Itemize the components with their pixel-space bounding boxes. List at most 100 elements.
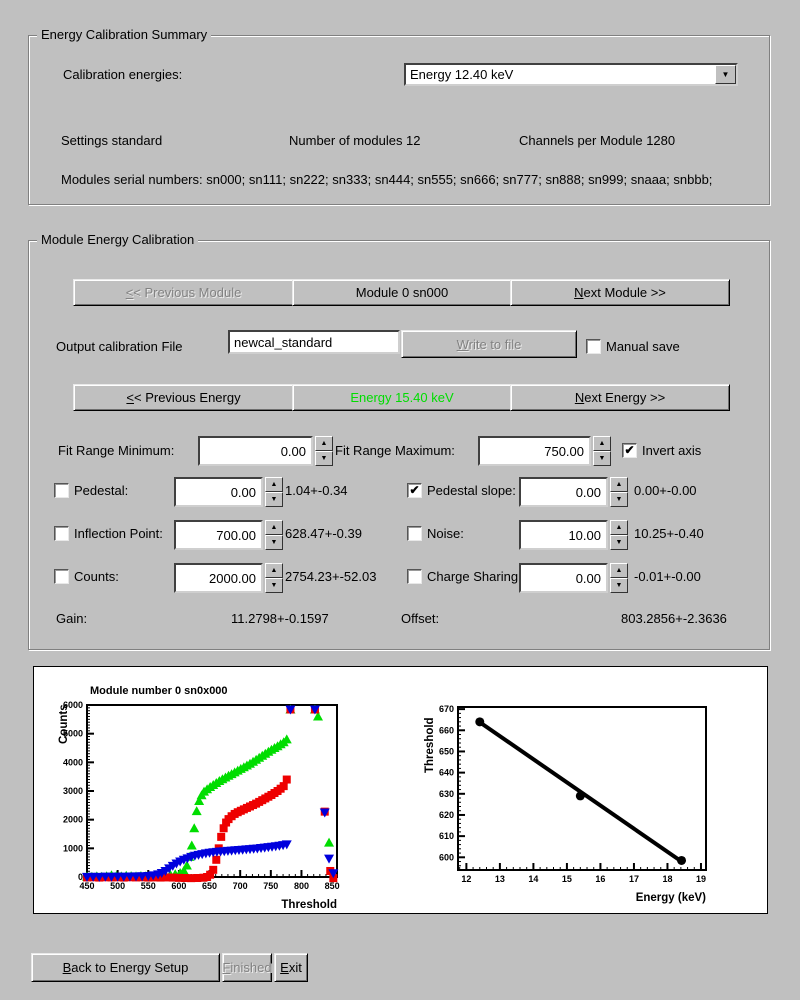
spin-down-icon[interactable]: ▼	[610, 535, 628, 550]
svg-text:700: 700	[233, 881, 248, 891]
fit-range-min-spinbox[interactable]: 0.00 ▲ ▼	[198, 436, 333, 466]
spin-down-icon[interactable]: ▼	[265, 492, 283, 507]
noise-spinbox[interactable]: 10.00 ▲ ▼	[519, 520, 628, 550]
spin-up-icon[interactable]: ▲	[315, 436, 333, 451]
calibration-energies-label: Calibration energies:	[63, 67, 183, 82]
spin-down-icon[interactable]: ▼	[593, 451, 611, 466]
svg-text:800: 800	[294, 881, 309, 891]
noise-result: 10.25+-0.40	[634, 526, 704, 541]
previous-module-button[interactable]: << Previous Module	[73, 279, 294, 306]
svg-text:19: 19	[696, 874, 706, 884]
svg-text:600: 600	[171, 881, 186, 891]
manual-save-checkbox[interactable]	[586, 339, 601, 354]
fit-range-min-label: Fit Range Minimum:	[58, 443, 175, 458]
finished-button[interactable]: Finished	[222, 953, 272, 982]
svg-text:550: 550	[141, 881, 156, 891]
calibration-energies-dropdown[interactable]: Energy 12.40 keV ▼	[404, 63, 738, 86]
counts-spinbox[interactable]: 2000.00 ▲ ▼	[174, 563, 283, 593]
spin-up-icon[interactable]: ▲	[610, 477, 628, 492]
noise-checkbox[interactable]	[407, 526, 422, 541]
next-module-button[interactable]: Next Module >>	[510, 279, 730, 306]
current-energy-button[interactable]: Energy 15.40 keV	[292, 384, 512, 411]
svg-text:1000: 1000	[63, 843, 83, 853]
invert-axis-checkbox[interactable]: ✔	[622, 443, 637, 458]
next-energy-button[interactable]: Next Energy >>	[510, 384, 730, 411]
pedestal-slope-spinbox[interactable]: 0.00 ▲ ▼	[519, 477, 628, 507]
spin-down-icon[interactable]: ▼	[315, 451, 333, 466]
invert-axis-label: Invert axis	[642, 443, 702, 458]
pedestal-value[interactable]: 0.00	[174, 477, 263, 507]
spin-up-icon[interactable]: ▲	[593, 436, 611, 451]
inflection-value[interactable]: 700.00	[174, 520, 263, 550]
charge-sharing-checkbox[interactable]	[407, 569, 422, 584]
spin-down-icon[interactable]: ▼	[610, 492, 628, 507]
output-file-label: Output calibration File	[56, 339, 183, 354]
pedestal-label: Pedestal:	[74, 483, 129, 498]
noise-label: Noise:	[427, 526, 464, 541]
svg-text:17: 17	[629, 874, 639, 884]
svg-text:18: 18	[662, 874, 672, 884]
spin-down-icon[interactable]: ▼	[610, 578, 628, 593]
module-serials-label: Modules serial numbers: sn000; sn111; sn…	[61, 172, 713, 187]
svg-text:670: 670	[439, 704, 454, 714]
exit-button[interactable]: Exit	[274, 953, 308, 982]
fit-range-max-value[interactable]: 750.00	[478, 436, 591, 466]
pedestal-slope-value[interactable]: 0.00	[519, 477, 608, 507]
offset-value: 803.2856+-2.3636	[621, 611, 727, 626]
counts-checkbox[interactable]	[54, 569, 69, 584]
dropdown-selected-value: Energy 12.40 keV	[410, 67, 514, 82]
offset-label: Offset:	[401, 611, 440, 626]
spin-up-icon[interactable]: ▲	[265, 477, 283, 492]
counts-value[interactable]: 2000.00	[174, 563, 263, 593]
inflection-result: 628.47+-0.39	[285, 526, 362, 541]
svg-text:14: 14	[528, 874, 538, 884]
svg-text:3000: 3000	[63, 786, 83, 796]
svg-text:12: 12	[461, 874, 471, 884]
spin-down-icon[interactable]: ▼	[265, 578, 283, 593]
inflection-spinbox[interactable]: 700.00 ▲ ▼	[174, 520, 283, 550]
current-module-button[interactable]: Module 0 sn000	[292, 279, 512, 306]
fit-range-min-value[interactable]: 0.00	[198, 436, 313, 466]
svg-text:640: 640	[439, 768, 454, 778]
pedestal-slope-label: Pedestal slope:	[427, 483, 516, 498]
spin-up-icon[interactable]: ▲	[265, 520, 283, 535]
svg-text:0: 0	[78, 872, 83, 882]
pedestal-spinbox[interactable]: 0.00 ▲ ▼	[174, 477, 283, 507]
settings-label: Settings standard	[61, 133, 163, 148]
group-title: Module Energy Calibration	[37, 232, 199, 247]
gain-label: Gain:	[56, 611, 88, 626]
counts-result: 2754.23+-52.03	[285, 569, 377, 584]
svg-text:610: 610	[439, 831, 454, 841]
counts-label: Counts:	[74, 569, 119, 584]
noise-value[interactable]: 10.00	[519, 520, 608, 550]
spin-up-icon[interactable]: ▲	[610, 520, 628, 535]
write-to-file-button[interactable]: Write to file	[401, 330, 577, 358]
pedestal-slope-checkbox[interactable]: ✔	[407, 483, 422, 498]
svg-text:Energy (keV): Energy (keV)	[636, 892, 706, 904]
dropdown-arrow-icon[interactable]: ▼	[715, 65, 736, 84]
module-energy-calibration-group: Module Energy Calibration << Previous Mo…	[28, 232, 770, 650]
back-to-energy-setup-button[interactable]: Back to Energy Setup	[31, 953, 220, 982]
svg-text:2000: 2000	[63, 815, 83, 825]
energy-calibration-summary-group: Energy Calibration Summary Calibration e…	[28, 27, 770, 205]
spin-down-icon[interactable]: ▼	[265, 535, 283, 550]
svg-text:15: 15	[562, 874, 572, 884]
svg-text:Threshold: Threshold	[281, 899, 337, 908]
group-title: Energy Calibration Summary	[37, 27, 212, 42]
svg-text:Counts: Counts	[58, 704, 70, 744]
charge-sharing-value[interactable]: 0.00	[519, 563, 608, 593]
charge-sharing-spinbox[interactable]: 0.00 ▲ ▼	[519, 563, 628, 593]
output-file-input[interactable]	[228, 330, 400, 354]
svg-text:Threshold: Threshold	[424, 717, 436, 773]
svg-text:750: 750	[263, 881, 278, 891]
inflection-checkbox[interactable]	[54, 526, 69, 541]
svg-text:5000: 5000	[63, 729, 83, 739]
gain-value: 11.2798+-0.1597	[231, 611, 329, 626]
num-modules-label: Number of modules 12	[289, 133, 421, 148]
fit-range-max-spinbox[interactable]: 750.00 ▲ ▼	[478, 436, 611, 466]
pedestal-result: 1.04+-0.34	[285, 483, 348, 498]
spin-up-icon[interactable]: ▲	[610, 563, 628, 578]
previous-energy-button[interactable]: << Previous Energy	[73, 384, 294, 411]
pedestal-checkbox[interactable]	[54, 483, 69, 498]
spin-up-icon[interactable]: ▲	[265, 563, 283, 578]
